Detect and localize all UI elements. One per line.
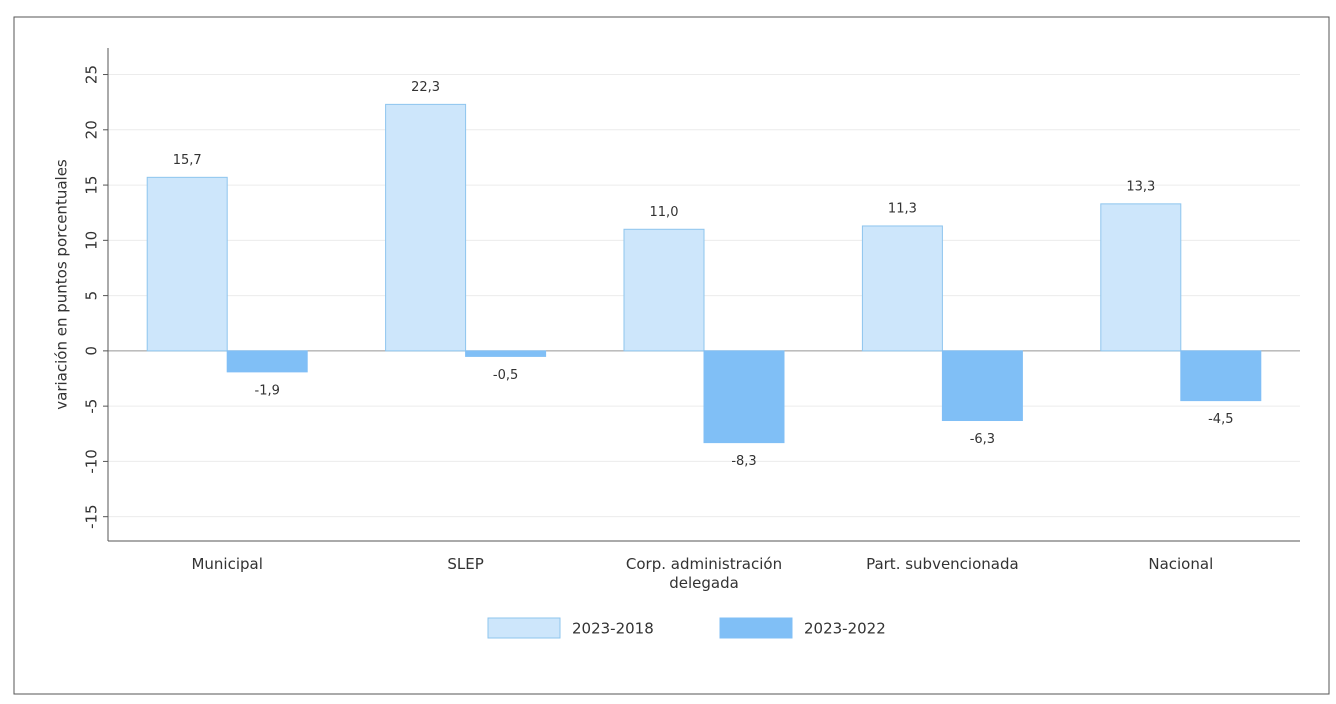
value-label: 11,3: [888, 201, 917, 216]
y-axis-title: variación en puntos porcentuales: [53, 159, 71, 410]
bar: [1180, 350, 1262, 402]
y-tick-label: 20: [83, 120, 101, 139]
y-tick-label: 25: [83, 65, 101, 84]
bar: [465, 350, 547, 357]
bar: [226, 350, 308, 373]
value-label: 13,3: [1126, 179, 1155, 194]
y-tick-label: -10: [83, 449, 101, 474]
x-tick-label: SLEP: [447, 555, 484, 573]
value-label: -6,3: [970, 432, 995, 447]
value-label: -8,3: [731, 454, 756, 469]
y-tick-label: 5: [83, 291, 101, 301]
value-label: 15,7: [173, 153, 202, 168]
value-label: -4,5: [1208, 412, 1233, 427]
value-label: 22,3: [411, 80, 440, 95]
legend-label: 2023-2018: [572, 620, 654, 638]
legend-label: 2023-2022: [804, 620, 886, 638]
y-tick-label: -5: [83, 399, 101, 414]
legend-swatch: [487, 617, 561, 639]
bar: [941, 350, 1023, 422]
bar: [623, 228, 705, 352]
x-tick-label: Corp. administración delegada: [625, 555, 783, 592]
y-tick-label: 15: [83, 176, 101, 195]
bar: [703, 350, 785, 444]
value-label: -0,5: [493, 368, 518, 383]
bar: [1100, 203, 1182, 352]
bar: [146, 176, 228, 352]
bar: [861, 225, 943, 352]
bar: [385, 103, 467, 352]
y-tick-label: -15: [83, 504, 101, 529]
y-tick-label: 0: [83, 346, 101, 356]
value-label: 11,0: [650, 205, 679, 220]
x-tick-label: Part. subvencionada: [866, 555, 1019, 573]
x-tick-label: Nacional: [1148, 555, 1214, 573]
legend-swatch: [719, 617, 793, 639]
y-tick-label: 10: [83, 231, 101, 250]
x-tick-label: Municipal: [191, 555, 263, 573]
value-label: -1,9: [255, 383, 280, 398]
